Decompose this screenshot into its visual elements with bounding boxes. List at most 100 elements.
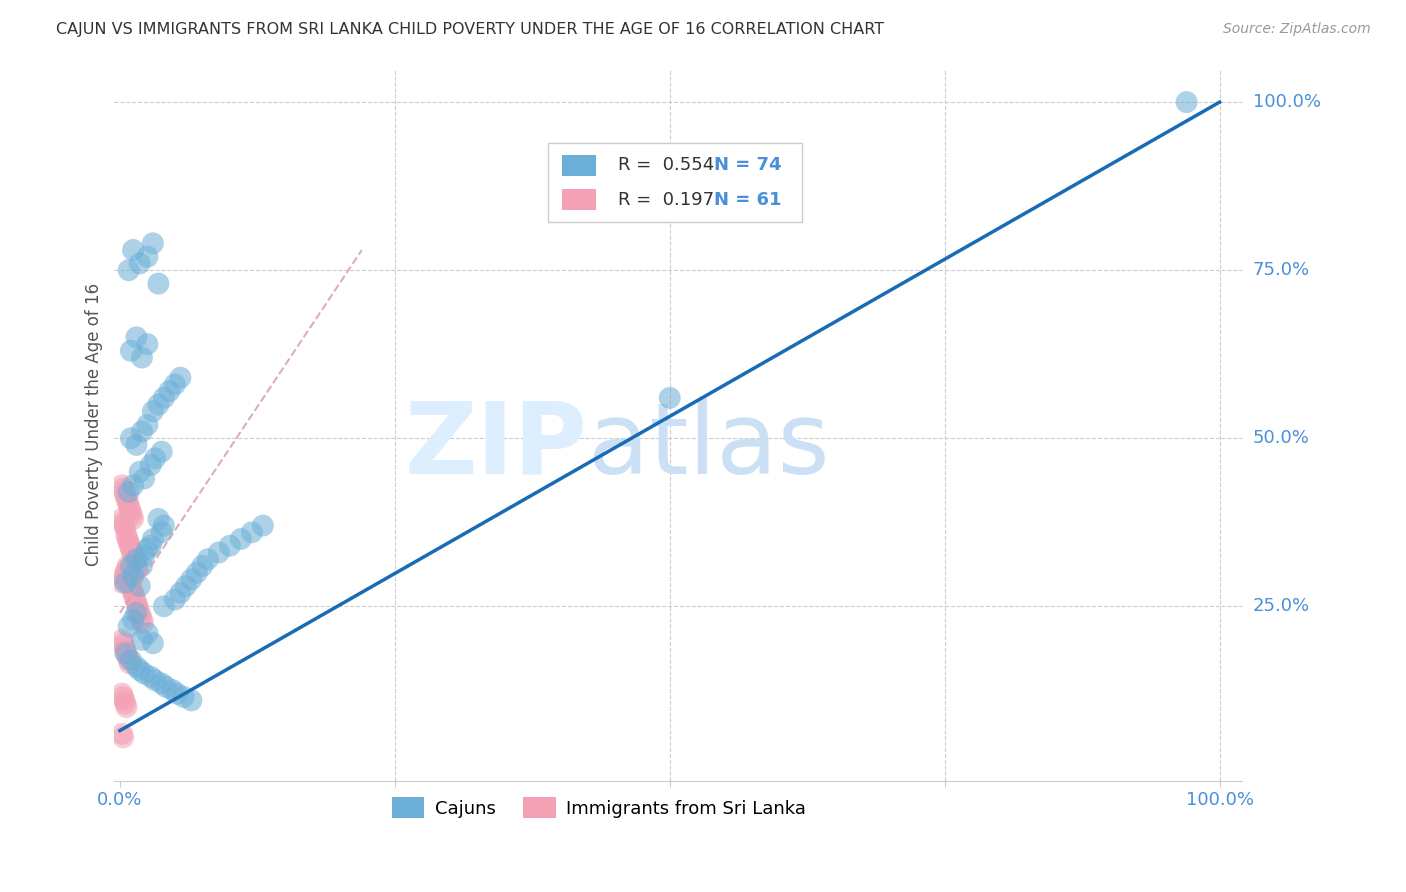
- Point: [120, 343, 142, 358]
- Point: [132, 666, 155, 681]
- Point: [118, 619, 141, 633]
- Point: [139, 458, 162, 472]
- Point: [148, 398, 170, 412]
- Point: [117, 649, 139, 664]
- Point: [150, 444, 173, 458]
- Point: [118, 575, 141, 590]
- Point: [117, 558, 139, 573]
- Text: 50.0%: 50.0%: [1253, 429, 1309, 447]
- Point: [163, 592, 186, 607]
- Point: [142, 236, 165, 251]
- Point: [153, 391, 176, 405]
- Point: [112, 518, 135, 533]
- Point: [112, 515, 135, 529]
- Point: [117, 495, 139, 509]
- Point: [125, 596, 148, 610]
- Point: [155, 680, 177, 694]
- Point: [118, 499, 141, 513]
- Point: [153, 599, 176, 614]
- Point: [180, 693, 202, 707]
- Point: [115, 529, 138, 543]
- Point: [128, 663, 150, 677]
- Point: [173, 690, 195, 704]
- Point: [125, 606, 148, 620]
- Point: [112, 485, 135, 500]
- Point: [136, 337, 159, 351]
- Text: 100.0%: 100.0%: [1253, 93, 1320, 112]
- Point: [186, 566, 208, 580]
- Point: [117, 532, 139, 546]
- Point: [131, 613, 153, 627]
- Point: [131, 632, 153, 647]
- Point: [112, 569, 135, 583]
- Point: [118, 501, 141, 516]
- Point: [132, 471, 155, 485]
- Point: [136, 542, 159, 557]
- Point: [114, 575, 136, 590]
- Point: [115, 491, 138, 506]
- Point: [114, 697, 136, 711]
- Point: [191, 558, 214, 573]
- Point: [169, 586, 191, 600]
- FancyBboxPatch shape: [548, 144, 801, 222]
- Point: [120, 579, 142, 593]
- Point: [112, 693, 135, 707]
- Point: [658, 391, 681, 405]
- Point: [125, 659, 148, 673]
- Point: [125, 558, 148, 573]
- Point: [118, 263, 141, 277]
- Point: [128, 579, 150, 593]
- Legend: Cajuns, Immigrants from Sri Lanka: Cajuns, Immigrants from Sri Lanka: [385, 790, 814, 825]
- FancyBboxPatch shape: [562, 189, 596, 211]
- Point: [136, 626, 159, 640]
- Point: [114, 488, 136, 502]
- Point: [128, 465, 150, 479]
- Point: [118, 539, 141, 553]
- Point: [114, 522, 136, 536]
- Point: [115, 700, 138, 714]
- Point: [115, 646, 138, 660]
- Point: [169, 370, 191, 384]
- Point: [111, 727, 134, 741]
- Point: [229, 532, 252, 546]
- Point: [120, 653, 142, 667]
- Point: [252, 518, 274, 533]
- Point: [122, 478, 145, 492]
- Point: [120, 558, 142, 573]
- Point: [111, 632, 134, 647]
- Point: [122, 549, 145, 563]
- Point: [1175, 95, 1198, 109]
- Point: [131, 351, 153, 365]
- Point: [122, 243, 145, 257]
- Point: [153, 518, 176, 533]
- Point: [128, 256, 150, 270]
- Text: CAJUN VS IMMIGRANTS FROM SRI LANKA CHILD POVERTY UNDER THE AGE OF 16 CORRELATION: CAJUN VS IMMIGRANTS FROM SRI LANKA CHILD…: [56, 22, 884, 37]
- Point: [150, 525, 173, 540]
- Point: [115, 562, 138, 576]
- Point: [136, 417, 159, 432]
- Point: [118, 569, 141, 583]
- Point: [120, 505, 142, 519]
- Point: [129, 609, 152, 624]
- Point: [112, 731, 135, 745]
- Point: [180, 572, 202, 586]
- Point: [131, 425, 153, 439]
- Text: 75.0%: 75.0%: [1253, 261, 1310, 279]
- Point: [142, 636, 165, 650]
- Point: [122, 569, 145, 583]
- Point: [111, 687, 134, 701]
- Point: [148, 512, 170, 526]
- Point: [128, 602, 150, 616]
- Point: [132, 549, 155, 563]
- Text: R =  0.554: R = 0.554: [619, 156, 714, 174]
- Point: [162, 683, 184, 698]
- Point: [111, 512, 134, 526]
- Point: [112, 572, 135, 586]
- Point: [127, 562, 149, 576]
- Point: [122, 552, 145, 566]
- Point: [142, 532, 165, 546]
- Point: [124, 556, 146, 570]
- Point: [112, 482, 135, 496]
- Point: [118, 653, 141, 667]
- Point: [118, 535, 141, 549]
